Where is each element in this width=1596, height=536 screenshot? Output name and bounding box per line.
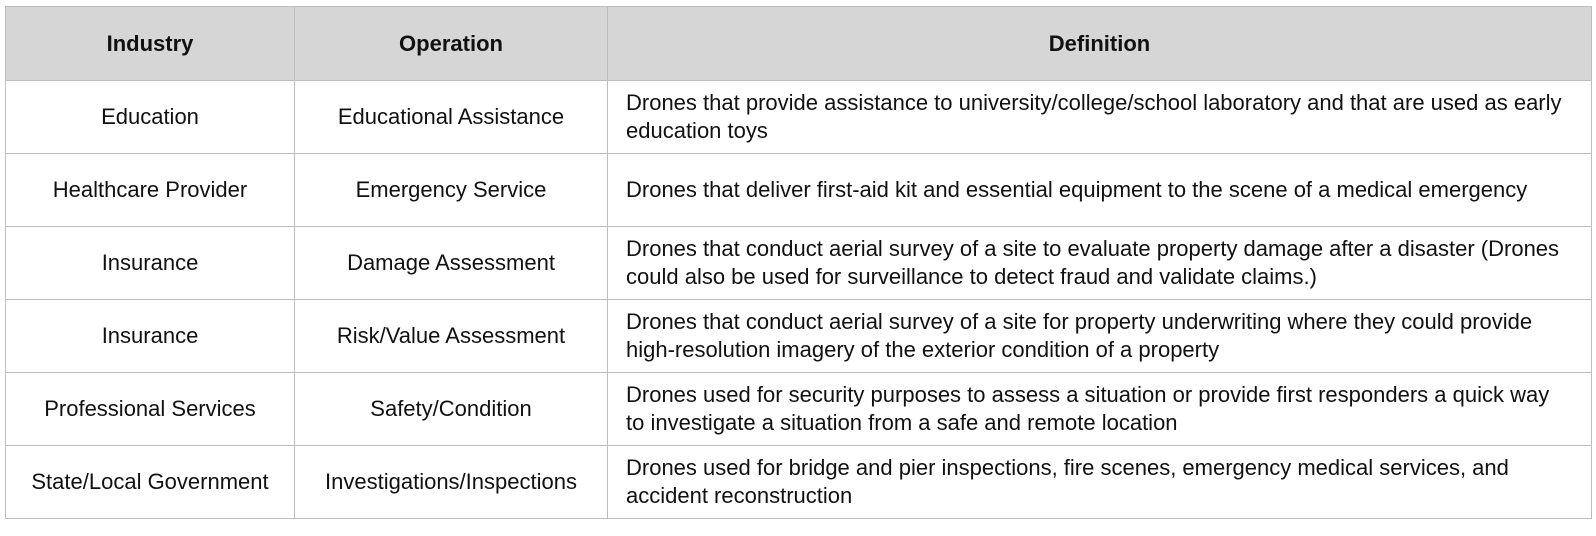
operation-cell: Emergency Service [294, 153, 608, 227]
table-row: State/Local Government Investigations/In… [5, 445, 1592, 519]
definition-cell: Drones that conduct aerial survey of a s… [607, 226, 1592, 300]
definition-cell: Drones used for bridge and pier inspecti… [607, 445, 1592, 519]
header-industry: Industry [5, 6, 295, 81]
definition-cell: Drones used for security purposes to ass… [607, 372, 1592, 446]
table-header: Industry Operation Definition [5, 6, 1592, 81]
definition-cell: Drones that deliver first-aid kit and es… [607, 153, 1592, 227]
table-row: Insurance Damage Assessment Drones that … [5, 226, 1592, 300]
industry-cell: Insurance [5, 299, 295, 373]
table-row: Insurance Risk/Value Assessment Drones t… [5, 299, 1592, 373]
industry-cell: Professional Services [5, 372, 295, 446]
operation-cell: Damage Assessment [294, 226, 608, 300]
industry-cell: Education [5, 80, 295, 154]
table-body: Education Educational Assistance Drones … [5, 80, 1592, 519]
table-container: Industry Operation Definition Education … [5, 6, 1592, 519]
header-operation: Operation [294, 6, 608, 81]
operation-cell: Educational Assistance [294, 80, 608, 154]
header-row: Industry Operation Definition [5, 6, 1592, 81]
header-definition: Definition [607, 6, 1592, 81]
drone-operations-table: Industry Operation Definition Education … [5, 6, 1592, 519]
definition-cell: Drones that provide assistance to univer… [607, 80, 1592, 154]
table-row: Education Educational Assistance Drones … [5, 80, 1592, 154]
industry-cell: State/Local Government [5, 445, 295, 519]
operation-cell: Investigations/Inspections [294, 445, 608, 519]
operation-cell: Safety/Condition [294, 372, 608, 446]
industry-cell: Healthcare Provider [5, 153, 295, 227]
definition-cell: Drones that conduct aerial survey of a s… [607, 299, 1592, 373]
table-row: Healthcare Provider Emergency Service Dr… [5, 153, 1592, 227]
operation-cell: Risk/Value Assessment [294, 299, 608, 373]
table-row: Professional Services Safety/Condition D… [5, 372, 1592, 446]
industry-cell: Insurance [5, 226, 295, 300]
